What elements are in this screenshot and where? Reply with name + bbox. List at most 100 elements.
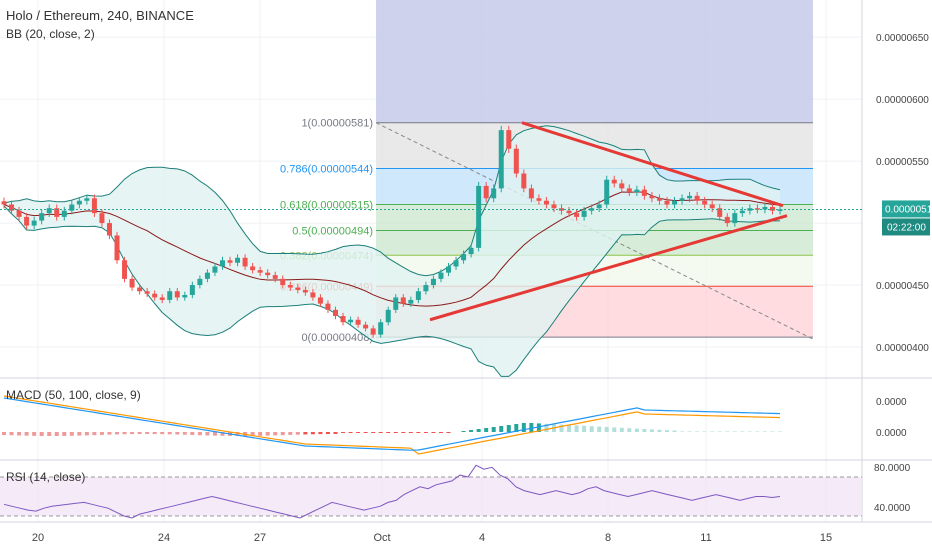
time-tick-label: 20 xyxy=(32,532,44,544)
macd-histogram-bar xyxy=(499,426,504,432)
candle xyxy=(46,208,52,214)
candle xyxy=(159,297,165,300)
fib-level-label: 1(0.00000581) xyxy=(301,118,373,130)
macd-histogram-bar xyxy=(717,431,722,432)
candle xyxy=(144,291,150,294)
fib-diagonal xyxy=(375,122,814,340)
macd-histogram-bar xyxy=(235,432,240,436)
bb-upper-band xyxy=(3,125,781,277)
macd-histogram-bar xyxy=(122,432,127,435)
candle xyxy=(626,188,632,193)
macd-histogram-bar xyxy=(265,432,270,436)
candle xyxy=(521,173,527,189)
macd-histogram-bar xyxy=(446,432,451,433)
macd-histogram-bar xyxy=(115,432,120,435)
candle xyxy=(265,272,271,276)
macd-histogram-bar xyxy=(469,430,474,432)
candle xyxy=(438,272,444,279)
countdown-tag xyxy=(882,218,930,236)
candle xyxy=(769,206,775,211)
price-tick-label: 0.00000600 xyxy=(876,95,929,106)
trendlines[interactable] xyxy=(429,121,788,322)
candle xyxy=(536,198,542,201)
lower-trendline xyxy=(429,214,788,322)
candle xyxy=(634,189,640,193)
macd-histogram-bar xyxy=(536,423,541,432)
macd-histogram-bar xyxy=(145,432,150,435)
macd-histogram-bar xyxy=(160,432,165,435)
fib-level-label: 0.5(0.00000494) xyxy=(292,226,373,238)
macd-histogram-bar xyxy=(514,424,519,432)
macd-histogram-bar xyxy=(92,432,97,436)
macd-histogram-bar xyxy=(732,431,737,432)
candle xyxy=(24,216,30,226)
candle xyxy=(732,213,738,224)
candle xyxy=(370,328,376,335)
time-tick-label: 27 xyxy=(254,532,266,544)
candle xyxy=(777,209,783,211)
price-tick-label: 0.00000650 xyxy=(876,33,929,44)
candle xyxy=(106,223,112,236)
macd-histogram-bar xyxy=(2,432,6,435)
macd-histogram-bar xyxy=(604,427,609,432)
macd-histogram-bar xyxy=(491,427,496,432)
candle xyxy=(491,188,497,199)
candle xyxy=(61,210,67,217)
candle xyxy=(114,235,120,261)
macd-tick-label: 0.0000 xyxy=(876,397,907,408)
macd-histogram-bar xyxy=(152,432,157,435)
candle xyxy=(551,204,557,209)
candle xyxy=(430,278,436,286)
candle xyxy=(250,266,256,271)
macd-histogram-bar xyxy=(438,432,443,433)
macd-histogram-bar xyxy=(642,429,647,432)
candle xyxy=(709,204,715,209)
candle xyxy=(476,185,482,248)
candle xyxy=(76,200,82,205)
candle xyxy=(152,293,158,298)
candle xyxy=(295,287,301,291)
time-tick-label: 15 xyxy=(820,532,832,544)
macd-histogram-bar xyxy=(363,432,368,433)
candle xyxy=(656,198,662,201)
macd-histogram-bar xyxy=(182,432,187,435)
candle xyxy=(589,208,595,211)
macd-histogram-bar xyxy=(107,432,112,435)
macd-histogram-bar xyxy=(280,432,285,436)
candle xyxy=(415,291,421,300)
candle xyxy=(574,213,580,217)
macd-histogram-bar xyxy=(371,432,376,433)
candle xyxy=(227,260,233,263)
macd-histogram-bar xyxy=(47,432,52,436)
macd-histogram-bar xyxy=(386,432,391,433)
candle xyxy=(468,247,474,255)
macd-histogram-bar xyxy=(544,423,549,432)
candle xyxy=(649,195,655,199)
candle xyxy=(717,208,723,217)
time-tick-label: 8 xyxy=(605,532,611,544)
candle xyxy=(363,324,369,329)
macd-signal-line xyxy=(3,395,781,455)
candle xyxy=(9,204,15,211)
candle xyxy=(679,198,685,201)
macd-line xyxy=(3,397,781,451)
candle xyxy=(257,270,263,273)
macd-histogram-bar xyxy=(39,432,44,436)
time-tick-label: 11 xyxy=(700,532,711,544)
macd-histogram-bar xyxy=(649,429,654,432)
candle xyxy=(340,316,346,323)
macd-histogram-bar xyxy=(612,427,617,432)
macd-pane xyxy=(2,395,782,455)
macd-histogram-bar xyxy=(476,429,481,432)
price-tick-label: 0.00000400 xyxy=(876,343,929,354)
candle xyxy=(16,210,22,217)
axes: 0.00000650 0.00000600 0.00000550 0.00000450… xyxy=(0,33,932,544)
candle xyxy=(453,260,459,267)
candle xyxy=(596,204,602,209)
macd-histogram-bar xyxy=(130,432,135,435)
candle xyxy=(611,179,617,184)
macd-histogram-bar xyxy=(484,428,489,432)
candle xyxy=(325,303,331,310)
candle xyxy=(566,210,572,214)
